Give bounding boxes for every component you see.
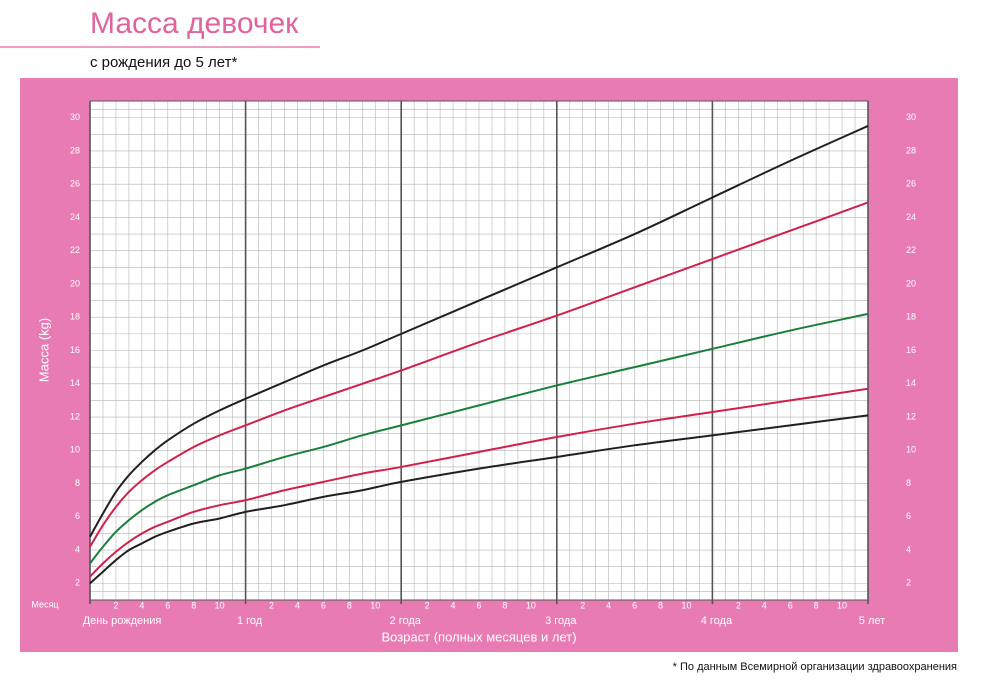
y-tick-label-right: 10	[906, 445, 916, 455]
y-tick-label: 22	[70, 245, 80, 255]
chart-subtitle: с рождения до 5 лет*	[90, 54, 238, 71]
x-tick-label: 4	[762, 600, 767, 610]
x-tick-label: 2	[425, 600, 430, 610]
y-tick-label-right: 12	[906, 411, 916, 421]
y-tick-label: 20	[70, 278, 80, 288]
y-tick-label-right: 8	[906, 478, 911, 488]
y-tick-label: 4	[75, 544, 80, 554]
y-tick-label-right: 26	[906, 179, 916, 189]
y-tick-label-right: 28	[906, 145, 916, 155]
x-tick-label: 2	[113, 600, 118, 610]
year-label: 1 год	[237, 615, 263, 627]
x-tick-label: 10	[526, 600, 536, 610]
x-tick-label: 8	[658, 600, 663, 610]
y-tick-label: 12	[70, 411, 80, 421]
y-axis-label: Масса (kg)	[36, 318, 51, 382]
year-label: 2 года	[390, 615, 422, 627]
x-tick-label: 4	[606, 600, 611, 610]
chart-title: Масса девочек	[90, 7, 299, 40]
y-tick-label: 26	[70, 179, 80, 189]
year-label: День рождения	[83, 615, 162, 627]
x-tick-label: 8	[502, 600, 507, 610]
y-tick-label-right: 4	[906, 544, 911, 554]
plot-border	[89, 100, 869, 601]
year-label: 5 лет	[859, 615, 885, 627]
x-tick-label: 4	[451, 600, 456, 610]
y-tick-label: 8	[75, 478, 80, 488]
x-tick-label: 6	[476, 600, 481, 610]
x-axis-label: Возраст (полных месяцев и лет)	[381, 629, 576, 644]
x-tick-label: 6	[632, 600, 637, 610]
y-tick-label: 14	[70, 378, 80, 388]
y-tick-label: 2	[75, 578, 80, 588]
y-tick-label: 16	[70, 345, 80, 355]
x-tick-label: 4	[139, 600, 144, 610]
y-tick-label: 10	[70, 445, 80, 455]
x-tick-label: 8	[814, 600, 819, 610]
footnote: * По данным Всемирной организации здраво…	[673, 661, 957, 673]
y-tick-label-right: 6	[906, 511, 911, 521]
x-tick-label: 10	[681, 600, 691, 610]
x-tick-label: 2	[269, 600, 274, 610]
y-tick-label-right: 14	[906, 378, 916, 388]
y-tick-label: 28	[70, 145, 80, 155]
x-tick-label: 4	[295, 600, 300, 610]
curve	[89, 201, 869, 548]
x-tick-label: 6	[788, 600, 793, 610]
x-tick-label: 2	[580, 600, 585, 610]
curve	[89, 387, 869, 578]
curve	[89, 125, 869, 538]
year-label: 4 года	[701, 615, 733, 627]
y-tick-label: 30	[70, 112, 80, 122]
y-tick-label: 24	[70, 212, 80, 222]
y-tick-label-right: 22	[906, 245, 916, 255]
y-tick-label-right: 20	[906, 278, 916, 288]
x-tick-label: 8	[347, 600, 352, 610]
y-tick-label-right: 30	[906, 112, 916, 122]
x-tick-label: 6	[165, 600, 170, 610]
x-tick-label: 10	[370, 600, 380, 610]
x-tick-label: 10	[837, 600, 847, 610]
y-tick-label-right: 24	[906, 212, 916, 222]
y-tick-label: 6	[75, 511, 80, 521]
curve	[89, 414, 869, 585]
x-tick-label: 6	[321, 600, 326, 610]
month-label: Месяц	[31, 599, 58, 609]
x-tick-label: 2	[736, 600, 741, 610]
x-tick-label: 10	[215, 600, 225, 610]
y-tick-label-right: 18	[906, 312, 916, 322]
year-label: 3 года	[545, 615, 577, 627]
y-tick-label-right: 16	[906, 345, 916, 355]
y-tick-label: 18	[70, 312, 80, 322]
y-tick-label-right: 2	[906, 578, 911, 588]
x-tick-label: 8	[191, 600, 196, 610]
curve	[89, 312, 869, 565]
